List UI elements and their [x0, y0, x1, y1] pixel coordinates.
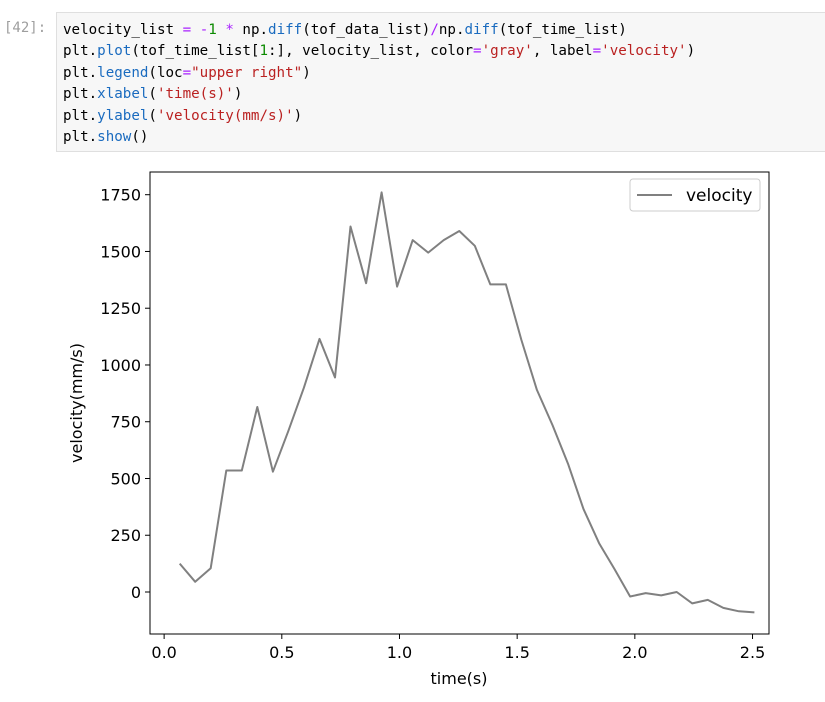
code-line: plt.xlabel('time(s)') — [63, 84, 824, 105]
code-token: = — [592, 43, 602, 60]
code-token: diff — [268, 22, 303, 38]
code-token: plt. — [63, 107, 98, 124]
x-tick-label: 2.0 — [622, 643, 647, 662]
code-token: = — [182, 22, 192, 38]
code-token: - — [199, 22, 209, 38]
code-token: ) — [233, 86, 243, 103]
code-token: xlabel — [97, 86, 149, 103]
code-token: = — [182, 64, 192, 81]
code-token: show — [97, 129, 132, 146]
x-axis-label: time(s) — [431, 669, 488, 688]
code-token: np. — [438, 22, 465, 38]
code-cell-input[interactable]: velocity_list = -1 * np.diff(tof_data_li… — [56, 12, 825, 152]
code-token: plt. — [63, 64, 98, 81]
legend: velocity — [629, 178, 761, 212]
code-token: 1 — [259, 43, 269, 60]
velocity-chart: 0 250 500 750 1000 1250 1500 1750 0.0 0.5 1.0 1.5 2… — [67, 171, 770, 688]
code-token: (tof_time_list) — [498, 22, 627, 38]
code-token: , label — [532, 43, 593, 60]
cell-prompt: [42]: — [4, 20, 47, 36]
y-axis-ticks: 0 250 500 750 1000 1250 1500 1750 — [100, 186, 150, 602]
code-token: * — [225, 22, 234, 38]
code-token: plot — [97, 43, 132, 60]
code-token: plt. — [63, 129, 98, 146]
code-line: plt.legend(loc="upper right") — [63, 63, 824, 84]
code-token: (tof_data_list) — [302, 22, 431, 38]
y-tick-label: 1000 — [100, 356, 141, 375]
code-token: 'velocity' — [601, 43, 687, 60]
code-token: legend — [97, 64, 149, 81]
code-token: ylabel — [97, 107, 149, 124]
code-line: plt.show() — [63, 127, 824, 148]
legend-box — [629, 178, 761, 212]
plot-frame — [149, 171, 770, 635]
code-token: "upper right" — [191, 64, 303, 81]
code-token: ) — [293, 107, 303, 124]
y-tick-label: 750 — [110, 413, 141, 432]
code-token: diff — [464, 22, 499, 38]
y-tick-label: 250 — [110, 526, 141, 545]
code-token: (tof_time_list[ — [131, 43, 260, 60]
y-axis-label: velocity(mm/s) — [67, 343, 86, 463]
code-token: (loc — [148, 64, 183, 81]
legend-entry: velocity — [686, 186, 752, 206]
code-token: / — [430, 22, 439, 38]
x-tick-label: 0.5 — [269, 643, 294, 662]
code-token: = — [473, 43, 482, 60]
code-token: ) — [686, 43, 696, 60]
code-token: np. — [233, 22, 269, 38]
y-tick-label: 1250 — [100, 299, 141, 318]
code-line: plt.ylabel('velocity(mm/s)') — [63, 106, 824, 127]
x-axis-ticks: 0.0 0.5 1.0 1.5 2.0 2.5 — [151, 634, 765, 662]
y-tick-label: 0 — [131, 583, 141, 602]
code-token: 'gray' — [481, 43, 533, 60]
code-token: plt. — [63, 86, 98, 103]
code-token: ( — [148, 107, 157, 124]
code-token: 'time(s)' — [156, 86, 234, 103]
y-tick-label: 1750 — [100, 186, 141, 205]
x-tick-label: 0.0 — [151, 643, 176, 662]
code-token — [191, 22, 200, 38]
code-token: plt. — [63, 43, 98, 60]
code-token: velocity_list — [63, 22, 183, 38]
velocity-series-line — [178, 191, 755, 614]
code-token: :], velocity_list, color — [268, 43, 474, 60]
code-token: ) — [302, 64, 311, 81]
x-tick-label: 1.5 — [504, 643, 529, 662]
code-line: plt.plot(tof_time_list[1:], velocity_lis… — [63, 41, 824, 62]
y-tick-label: 500 — [110, 469, 141, 488]
x-tick-label: 1.0 — [387, 643, 412, 662]
code-line: velocity_list = -1 * np.diff(tof_data_li… — [63, 20, 824, 41]
code-token: 'velocity(mm/s)' — [156, 107, 294, 124]
cell-output: 0 250 500 750 1000 1250 1500 1750 0.0 0.5 1.0 1.5 2… — [56, 158, 825, 698]
x-tick-label: 2.5 — [740, 643, 765, 662]
y-tick-label: 1500 — [100, 242, 141, 261]
code-token: 1 — [208, 22, 217, 38]
code-token: () — [131, 129, 149, 146]
code-token: ( — [148, 86, 157, 103]
